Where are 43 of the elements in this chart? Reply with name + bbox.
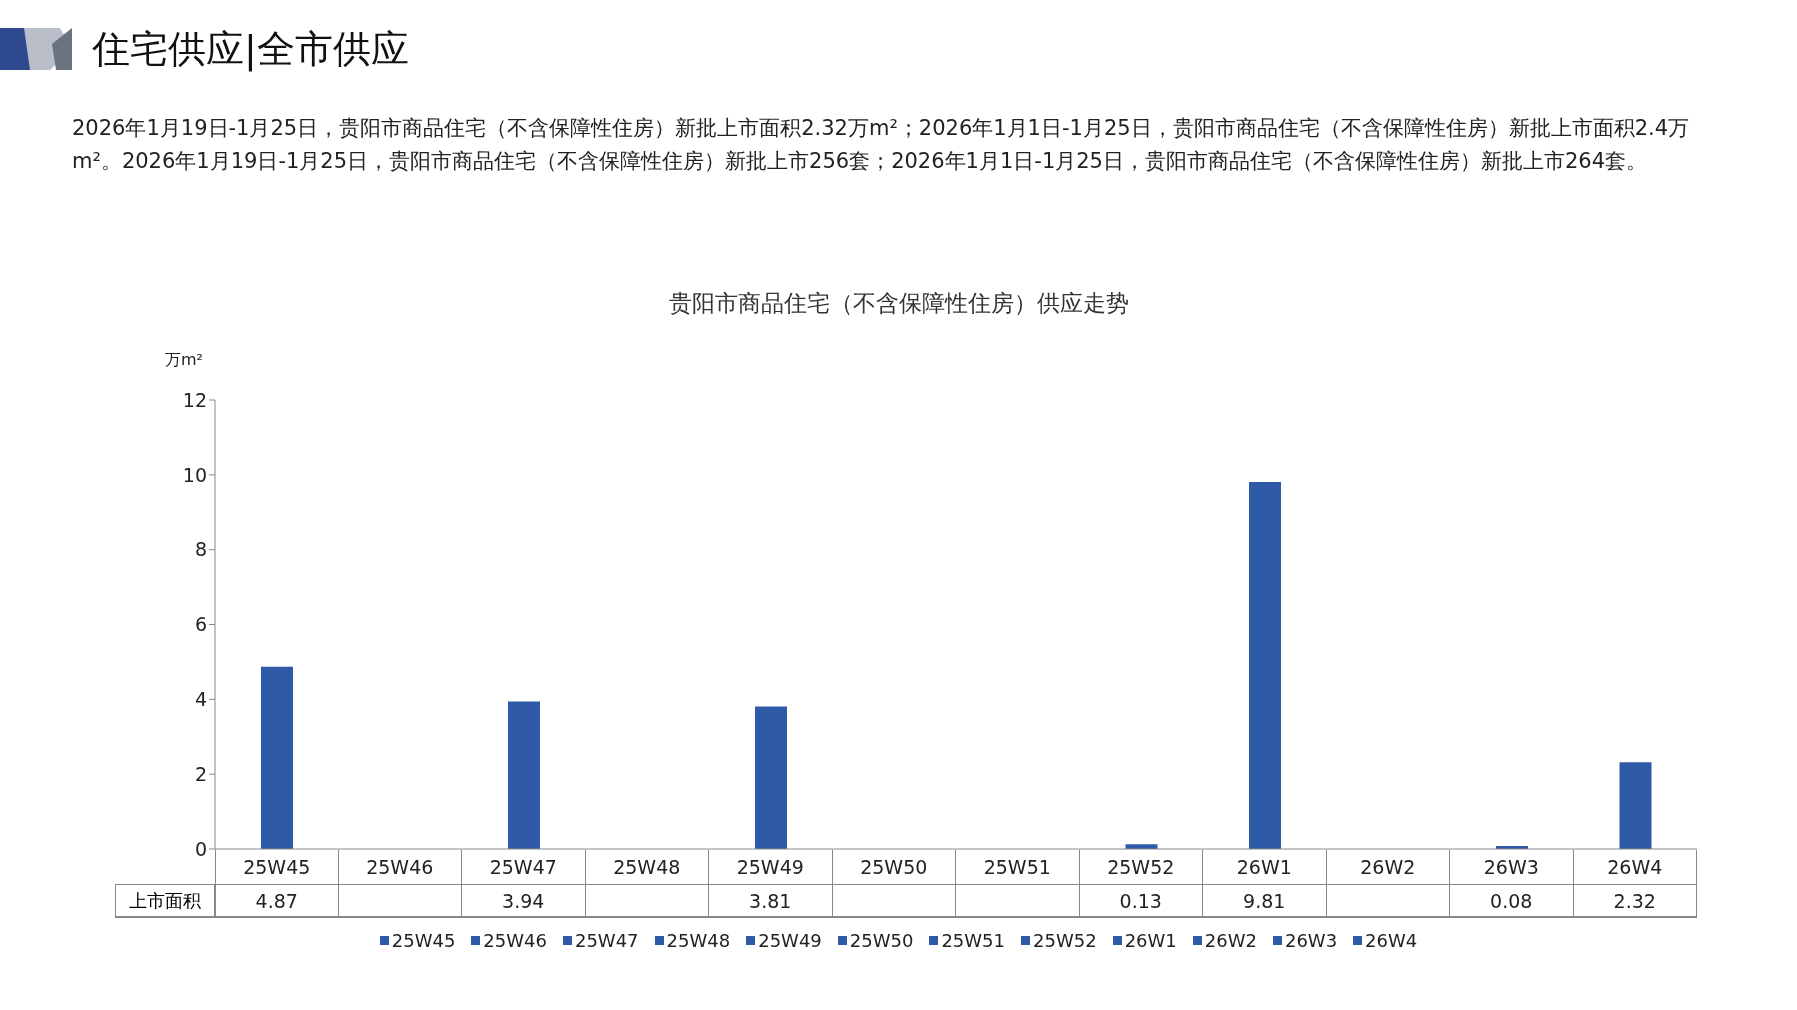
category-label: 26W2 (1204, 930, 1257, 951)
x-tick-label: 25W46 (338, 850, 462, 884)
category-label: 25W47 (574, 930, 639, 951)
y-tick-label: 2 (194, 762, 207, 785)
data-label: 2.32 (1573, 884, 1697, 918)
data-label: 4.87 (215, 884, 339, 918)
data-label: 0.13 (1079, 884, 1203, 918)
category-label: 25W52 (1033, 930, 1097, 951)
text: 2026年1月19日-1月25日，贵阳市商品住宅（不含保障性住房）新批上市面积2.32万m²；2026年1月1日-1月25日，贵阳市商品住宅（不含保障性住房）新批上市面积2.4万m²。2026年1月19日-1月25日，贵阳市商品住宅（不含保障性住房）新批上市256套；2026年1月1日-1月25日，贵阳市商品住宅（不含保障性住房）新批上市264套。 (72, 115, 1691, 175)
x-tick-label: 26W2 (1326, 850, 1450, 884)
x-tick-label: 26W3 (1450, 850, 1574, 884)
y-tick-label: 10 (182, 463, 207, 486)
y-tick-label: 4 (194, 688, 207, 711)
data-label: 0.08 (1450, 884, 1574, 918)
x-tick-label: 26W4 (1573, 850, 1697, 884)
y-tick-label: 6 (194, 613, 207, 636)
text: 住宅供应|全市供应 (92, 26, 409, 74)
x-tick-label: 25W47 (462, 850, 586, 884)
category-label: 26W4 (1365, 930, 1418, 951)
y-tick-label: 12 (182, 388, 207, 411)
category-label: 25W45 (391, 930, 456, 951)
category-label: 26W1 (1124, 930, 1177, 951)
category-label: 25W46 (483, 930, 547, 951)
category-label: 26W3 (1284, 930, 1338, 951)
x-tick-label: 25W52 (1079, 850, 1203, 884)
x-tick-label: 25W49 (709, 850, 833, 884)
x-tick-label: 25W48 (585, 850, 709, 884)
category-label: 25W51 (941, 930, 1006, 951)
category-label: 25W49 (758, 930, 822, 951)
x-tick-label: 25W51 (956, 850, 1080, 884)
y-axis-title: 万m² (165, 350, 203, 371)
data-label: 9.81 (1203, 884, 1327, 918)
chart-title: 贵阳市商品住宅（不含保障性住房）供应走势 (667, 289, 1130, 318)
category-label: 25W50 (849, 930, 914, 951)
y-tick-label: 0 (194, 837, 207, 860)
x-tick-label: 25W45 (215, 850, 339, 884)
data-label: 3.94 (462, 884, 586, 918)
y-tick-label: 8 (194, 538, 207, 561)
x-tick-label: 26W1 (1203, 850, 1327, 884)
data-label: 3.81 (709, 884, 833, 918)
text: 上市面积 (115, 884, 215, 918)
category-label: 25W48 (666, 930, 731, 951)
x-tick-label: 25W50 (832, 850, 956, 884)
